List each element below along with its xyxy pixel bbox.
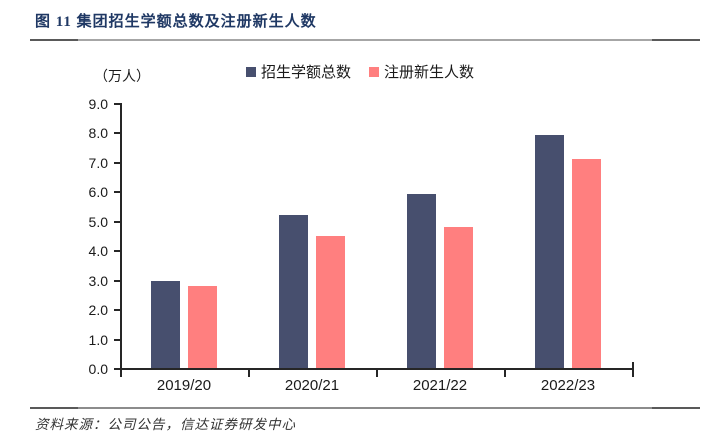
x-axis-line: [120, 368, 634, 370]
y-axis-tick-label: 2.0: [88, 302, 108, 319]
chart-legend: 招生学额总数 注册新生人数: [246, 61, 474, 82]
x-axis-tick: [504, 370, 506, 377]
y-axis-tick-label: 3.0: [88, 272, 108, 289]
bar-new-students: [572, 158, 601, 368]
x-axis-category-label: 2020/21: [284, 377, 340, 394]
y-axis-tick-label: 1.0: [88, 331, 108, 348]
y-axis-tick-label: 6.0: [88, 184, 108, 201]
bar-admission-quota: [279, 214, 308, 368]
x-axis-category-label: 2019/20: [156, 377, 212, 394]
y-axis-tick: [114, 191, 120, 194]
y-axis-tick-label: 5.0: [88, 213, 108, 230]
data-source-note: 资料来源：公司公告，信达证券研发中心: [35, 417, 296, 432]
legend-label: 招生学额总数: [261, 64, 352, 81]
bar-admission-quota: [535, 135, 564, 368]
footer-divider: [30, 407, 700, 409]
y-axis-tick: [114, 103, 120, 105]
legend-item-new-students: 注册新生人数: [369, 61, 474, 82]
x-axis-category-label: 2021/22: [412, 377, 468, 394]
bar-admission-quota: [151, 281, 180, 368]
x-axis-tick: [632, 370, 634, 377]
y-axis-tick: [114, 161, 120, 164]
x-axis-category-label: 2022/23: [540, 377, 596, 394]
bar-new-students: [444, 226, 473, 368]
legend-label: 注册新生人数: [384, 64, 475, 81]
y-axis-tick-label: 8.0: [88, 125, 108, 142]
bar-new-students: [316, 235, 345, 368]
x-axis-tick: [376, 370, 378, 377]
y-axis-tick: [114, 250, 120, 253]
y-axis-tick: [114, 309, 120, 312]
y-axis-line: [120, 103, 122, 370]
y-axis-tick-label: 4.0: [88, 243, 108, 260]
y-axis-tick-label: 0.0: [88, 361, 108, 377]
legend-swatch-admission-quota: [246, 66, 256, 77]
legend-item-admission-quota: 招生学额总数: [246, 61, 351, 82]
y-axis-tick: [114, 279, 120, 282]
y-axis-tick: [114, 220, 120, 223]
x-axis-end-tick: [632, 362, 634, 370]
x-axis-tick: [120, 370, 122, 377]
y-axis-unit-label: （万人）: [94, 70, 150, 85]
y-axis-tick: [114, 338, 120, 341]
y-axis-tick-label: 9.0: [88, 96, 108, 112]
y-axis-tick: [114, 368, 120, 370]
figure-title: 图 11 集团招生学额总数及注册新生人数: [35, 14, 317, 30]
y-axis-tick: [114, 132, 120, 135]
bar-admission-quota: [407, 194, 436, 368]
x-axis-tick: [248, 370, 250, 377]
legend-swatch-new-students: [369, 66, 380, 77]
y-axis-tick-label: 7.0: [88, 154, 108, 171]
title-divider: [30, 39, 700, 41]
bar-new-students: [188, 285, 217, 368]
